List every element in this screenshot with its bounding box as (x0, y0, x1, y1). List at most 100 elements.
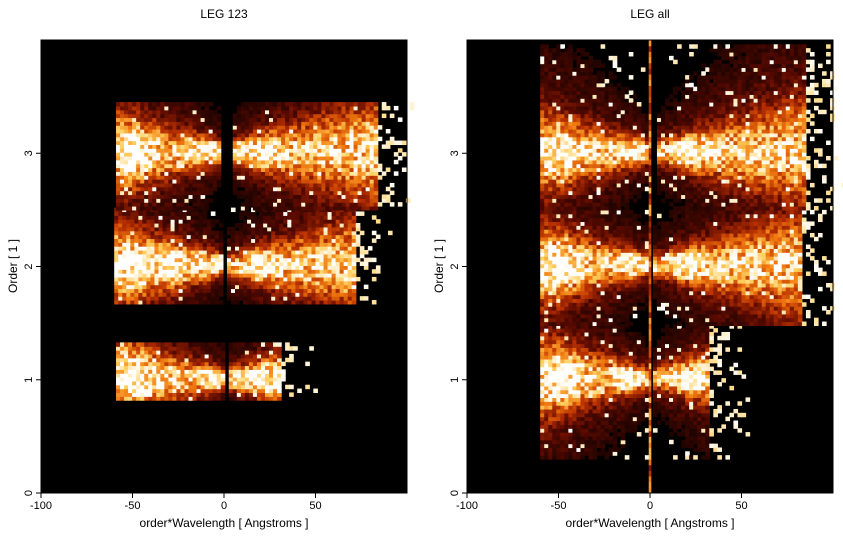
heatmap-cell (673, 328, 678, 332)
heatmap-cell (120, 137, 125, 141)
heatmap-cell (148, 198, 153, 202)
heatmap-cell (140, 350, 145, 354)
heatmap-cell (346, 121, 351, 125)
heatmap-cell (548, 440, 553, 444)
heatmap-cell (325, 144, 330, 148)
heatmap-cell (213, 175, 218, 179)
heatmap-cell (661, 382, 666, 386)
heatmap-cell (325, 117, 330, 121)
heatmap-cell (374, 137, 379, 141)
heatmap-cell (233, 396, 238, 400)
heatmap-cell (693, 424, 698, 428)
heatmap-cell (184, 354, 189, 358)
heatmap-cell (160, 202, 165, 206)
heatmap-cell (540, 332, 545, 336)
heatmap-cell (311, 285, 316, 289)
heatmap-cell (132, 183, 137, 187)
heatmap-cell (637, 417, 642, 421)
heatmap-cell (362, 110, 367, 114)
heatmap-cell (370, 148, 375, 152)
heatmap-cell (673, 455, 678, 459)
heatmap-cell (289, 164, 294, 168)
heatmap-cell (605, 417, 610, 421)
heatmap-cell (164, 191, 169, 195)
heatmap-cell (580, 417, 585, 421)
heatmap-cell (116, 350, 121, 354)
heatmap-cell (265, 114, 270, 118)
heatmap-cell (340, 300, 345, 304)
heatmap-cell (358, 137, 363, 141)
heatmap-cell (540, 447, 545, 451)
heatmap-cell (305, 187, 310, 191)
heatmap-cell (205, 183, 210, 187)
heatmap-cell (233, 168, 238, 172)
heatmap-cell (637, 378, 642, 382)
heatmap-cell (128, 175, 133, 179)
heatmap-cell (160, 373, 165, 377)
heatmap-cell (324, 300, 329, 304)
heatmap-cell (251, 281, 256, 285)
heatmap-cell (180, 202, 185, 206)
heatmap-cell (673, 413, 678, 417)
heatmap-cell (556, 397, 561, 401)
heatmap-cell (172, 187, 177, 191)
heatmap-cell (193, 175, 198, 179)
heatmap-cell (163, 223, 168, 227)
heatmap-cell (625, 455, 630, 459)
heatmap-cell (269, 198, 274, 202)
heatmap-cell (152, 187, 157, 191)
heatmap-cell (552, 413, 557, 417)
heatmap-cell (136, 342, 141, 346)
heatmap-cell (305, 144, 310, 148)
heatmap-cell (172, 365, 177, 369)
heatmap-cell (191, 273, 196, 277)
heatmap-cell (289, 133, 294, 137)
heatmap-cell (366, 121, 371, 125)
heatmap-cell (201, 148, 206, 152)
heatmap-cell (277, 148, 282, 152)
heatmap-cell (207, 277, 212, 281)
heatmap-cell (168, 194, 173, 198)
heatmap-cell (356, 238, 361, 242)
heatmap-cell (657, 359, 662, 363)
heatmap-cell (209, 129, 214, 133)
heatmap-cell (689, 367, 694, 371)
heatmap-cell (253, 362, 258, 366)
heatmap-cell (122, 215, 127, 219)
heatmap-cell (116, 175, 121, 179)
heatmap-cell (673, 351, 678, 355)
heatmap-cell (201, 191, 206, 195)
heatmap-cell (564, 436, 569, 440)
heatmap-cell (205, 114, 210, 118)
heatmap-cell (251, 269, 256, 273)
heatmap-cell (277, 144, 282, 148)
heatmap-cell (356, 242, 361, 246)
heatmap-cell (540, 382, 545, 386)
heatmap-cell (548, 447, 553, 451)
heatmap-cell (164, 194, 169, 198)
heatmap-cell (572, 424, 577, 428)
heatmap-cell (160, 164, 165, 168)
heatmap-cell (576, 390, 581, 394)
heatmap-cell (164, 156, 169, 160)
heatmap-cell (681, 336, 686, 340)
heatmap-cell (544, 374, 549, 378)
heatmap-cell (237, 114, 242, 118)
heatmap-cell (398, 148, 403, 152)
heatmap-cell (410, 106, 415, 110)
heatmap-cell (265, 350, 270, 354)
heatmap-cell (317, 194, 322, 198)
heatmap-cell (124, 389, 129, 393)
heatmap-cell (580, 378, 585, 382)
heatmap-cell (160, 191, 165, 195)
heatmap-cell (360, 211, 365, 215)
heatmap-cell (146, 215, 151, 219)
heatmap-cell (253, 358, 258, 362)
heatmap-cell (154, 246, 159, 250)
heatmap-cell (669, 386, 674, 390)
heatmap-cell (333, 202, 338, 206)
heatmap-cell (364, 258, 369, 262)
heatmap-cell (589, 359, 594, 363)
heatmap-cell (205, 373, 210, 377)
